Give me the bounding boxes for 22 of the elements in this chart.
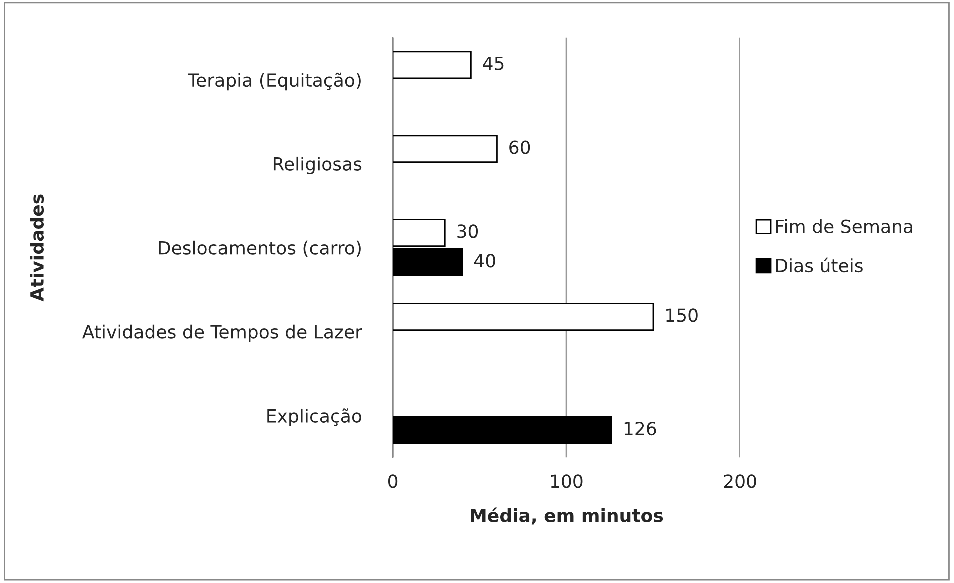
data-label: 150: [666, 308, 698, 322]
data-label: 30: [458, 224, 478, 238]
data-label: 60: [510, 140, 530, 154]
x-tick-label: 200: [724, 474, 756, 488]
y-tick-label: Atividades de Tempos de Lazer: [82, 324, 362, 342]
legend-label: Fim de Semana: [776, 219, 912, 234]
bar: [393, 51, 472, 80]
data-label: 40: [474, 254, 496, 268]
x-axis-title: Média, em minutos: [471, 508, 664, 525]
y-tick-label: Explicação: [268, 408, 362, 426]
x-tick-label: 0: [388, 474, 398, 488]
bar: [393, 303, 654, 331]
y-axis-title: Atividades: [30, 194, 44, 302]
x-tick-label: 100: [551, 474, 583, 488]
bar: [393, 416, 613, 444]
legend-label: Dias úteis: [776, 258, 863, 273]
y-tick-label: Terapia (Equitação): [188, 72, 361, 91]
y-tick-label: Religiosas: [274, 156, 362, 174]
y-tick-label: Deslocamentos (carro): [159, 240, 361, 258]
data-label: 126: [624, 422, 656, 436]
data-label: 45: [483, 57, 504, 70]
bar: [393, 135, 498, 164]
